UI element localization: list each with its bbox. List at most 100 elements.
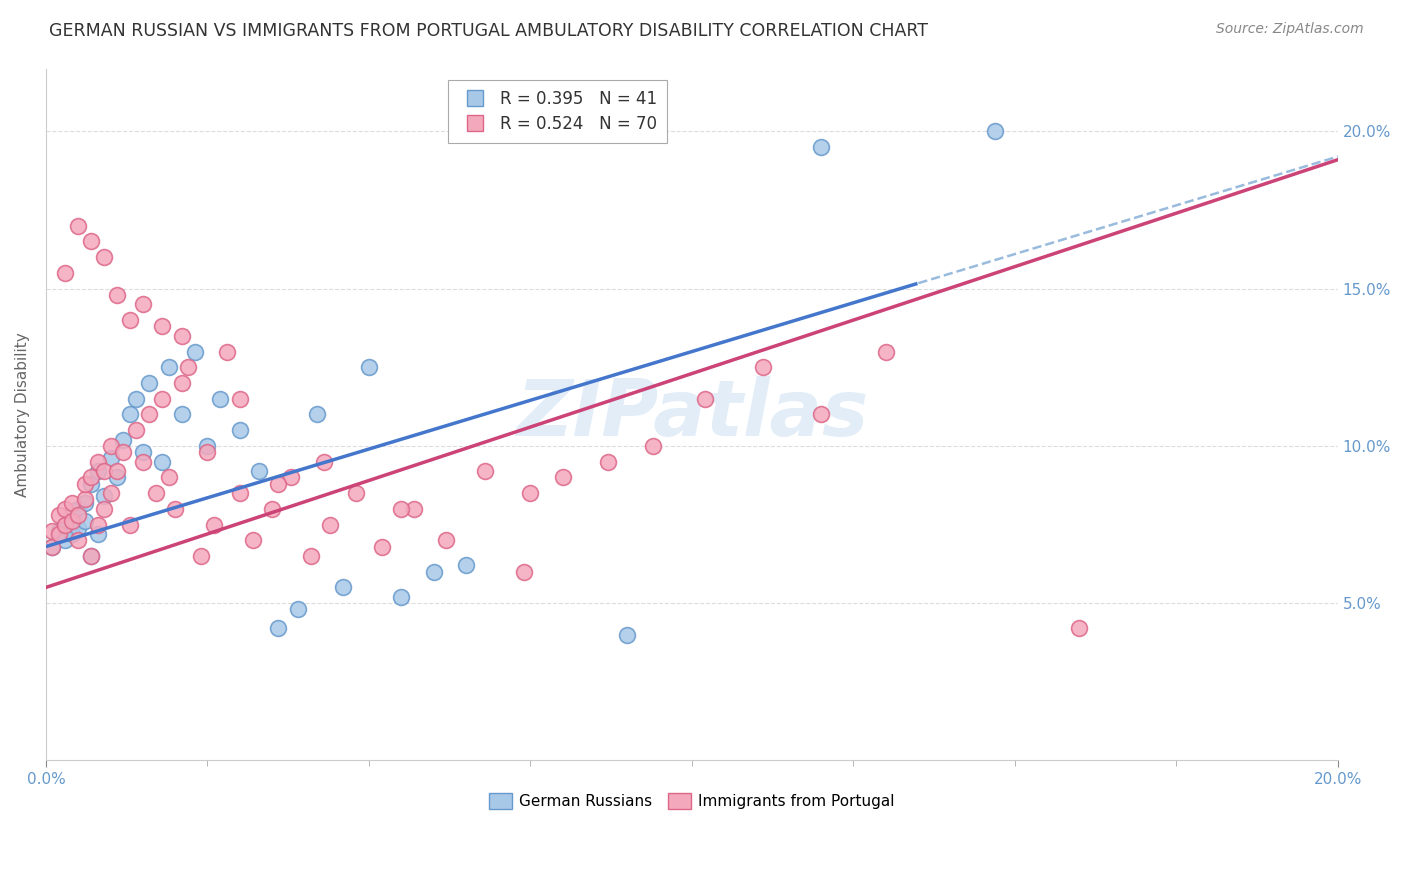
Point xyxy=(319,517,342,532)
Point xyxy=(125,392,148,406)
Point xyxy=(86,455,108,469)
Point xyxy=(280,470,302,484)
Point xyxy=(60,527,83,541)
Point xyxy=(67,501,90,516)
Point xyxy=(150,319,173,334)
Point xyxy=(41,540,63,554)
Point xyxy=(474,464,496,478)
Point xyxy=(312,455,335,469)
Point xyxy=(1069,621,1091,635)
Point xyxy=(60,495,83,509)
Point xyxy=(344,486,367,500)
Point xyxy=(132,445,155,459)
Point xyxy=(60,515,83,529)
Point xyxy=(752,360,775,375)
Point xyxy=(80,476,103,491)
Point xyxy=(260,501,283,516)
Point xyxy=(80,470,103,484)
Point xyxy=(454,558,477,573)
Point xyxy=(519,486,541,500)
Point xyxy=(197,445,219,459)
Point xyxy=(93,501,115,516)
Point xyxy=(60,508,83,522)
Point xyxy=(551,470,574,484)
Point xyxy=(332,581,354,595)
Point xyxy=(596,455,619,469)
Point xyxy=(73,515,96,529)
Point xyxy=(100,486,122,500)
Point xyxy=(422,565,444,579)
Point xyxy=(125,423,148,437)
Point xyxy=(170,328,193,343)
Y-axis label: Ambulatory Disability: Ambulatory Disability xyxy=(15,332,30,497)
Point xyxy=(112,445,135,459)
Point xyxy=(267,621,290,635)
Point xyxy=(150,455,173,469)
Point xyxy=(48,524,70,538)
Point xyxy=(118,313,141,327)
Point xyxy=(371,540,394,554)
Point xyxy=(229,486,252,500)
Point xyxy=(183,344,205,359)
Point xyxy=(287,602,309,616)
Point xyxy=(242,533,264,548)
Point xyxy=(209,392,232,406)
Point xyxy=(267,476,290,491)
Point xyxy=(150,392,173,406)
Point xyxy=(389,590,412,604)
Point xyxy=(80,549,103,563)
Point xyxy=(132,455,155,469)
Point xyxy=(67,521,90,535)
Point xyxy=(112,433,135,447)
Point xyxy=(53,266,76,280)
Point xyxy=(202,517,225,532)
Point xyxy=(93,489,115,503)
Point xyxy=(513,565,536,579)
Point xyxy=(73,495,96,509)
Point xyxy=(53,501,76,516)
Point xyxy=(229,392,252,406)
Point xyxy=(67,533,90,548)
Point xyxy=(693,392,716,406)
Point xyxy=(810,140,832,154)
Point xyxy=(229,423,252,437)
Point xyxy=(436,533,458,548)
Point xyxy=(48,508,70,522)
Point xyxy=(93,250,115,264)
Point xyxy=(643,439,665,453)
Point xyxy=(73,492,96,507)
Text: GERMAN RUSSIAN VS IMMIGRANTS FROM PORTUGAL AMBULATORY DISABILITY CORRELATION CHA: GERMAN RUSSIAN VS IMMIGRANTS FROM PORTUG… xyxy=(49,22,928,40)
Point xyxy=(389,501,412,516)
Point xyxy=(80,235,103,249)
Text: ZIPatlas: ZIPatlas xyxy=(516,376,868,452)
Point xyxy=(86,527,108,541)
Point xyxy=(93,464,115,478)
Point xyxy=(197,439,219,453)
Point xyxy=(145,486,167,500)
Point xyxy=(53,517,76,532)
Point xyxy=(67,219,90,233)
Point xyxy=(41,540,63,554)
Point xyxy=(404,501,426,516)
Point xyxy=(616,627,638,641)
Point xyxy=(53,533,76,548)
Point xyxy=(170,408,193,422)
Point xyxy=(138,376,160,390)
Point xyxy=(177,360,200,375)
Point xyxy=(810,408,832,422)
Point xyxy=(170,376,193,390)
Legend: German Russians, Immigrants from Portugal: German Russians, Immigrants from Portuga… xyxy=(482,787,901,815)
Point xyxy=(307,408,329,422)
Point xyxy=(48,527,70,541)
Point xyxy=(138,408,160,422)
Text: Source: ZipAtlas.com: Source: ZipAtlas.com xyxy=(1216,22,1364,37)
Point xyxy=(215,344,238,359)
Point xyxy=(190,549,212,563)
Point xyxy=(157,360,180,375)
Point xyxy=(157,470,180,484)
Point xyxy=(299,549,322,563)
Point xyxy=(53,517,76,532)
Point xyxy=(247,464,270,478)
Point xyxy=(357,360,380,375)
Point xyxy=(86,517,108,532)
